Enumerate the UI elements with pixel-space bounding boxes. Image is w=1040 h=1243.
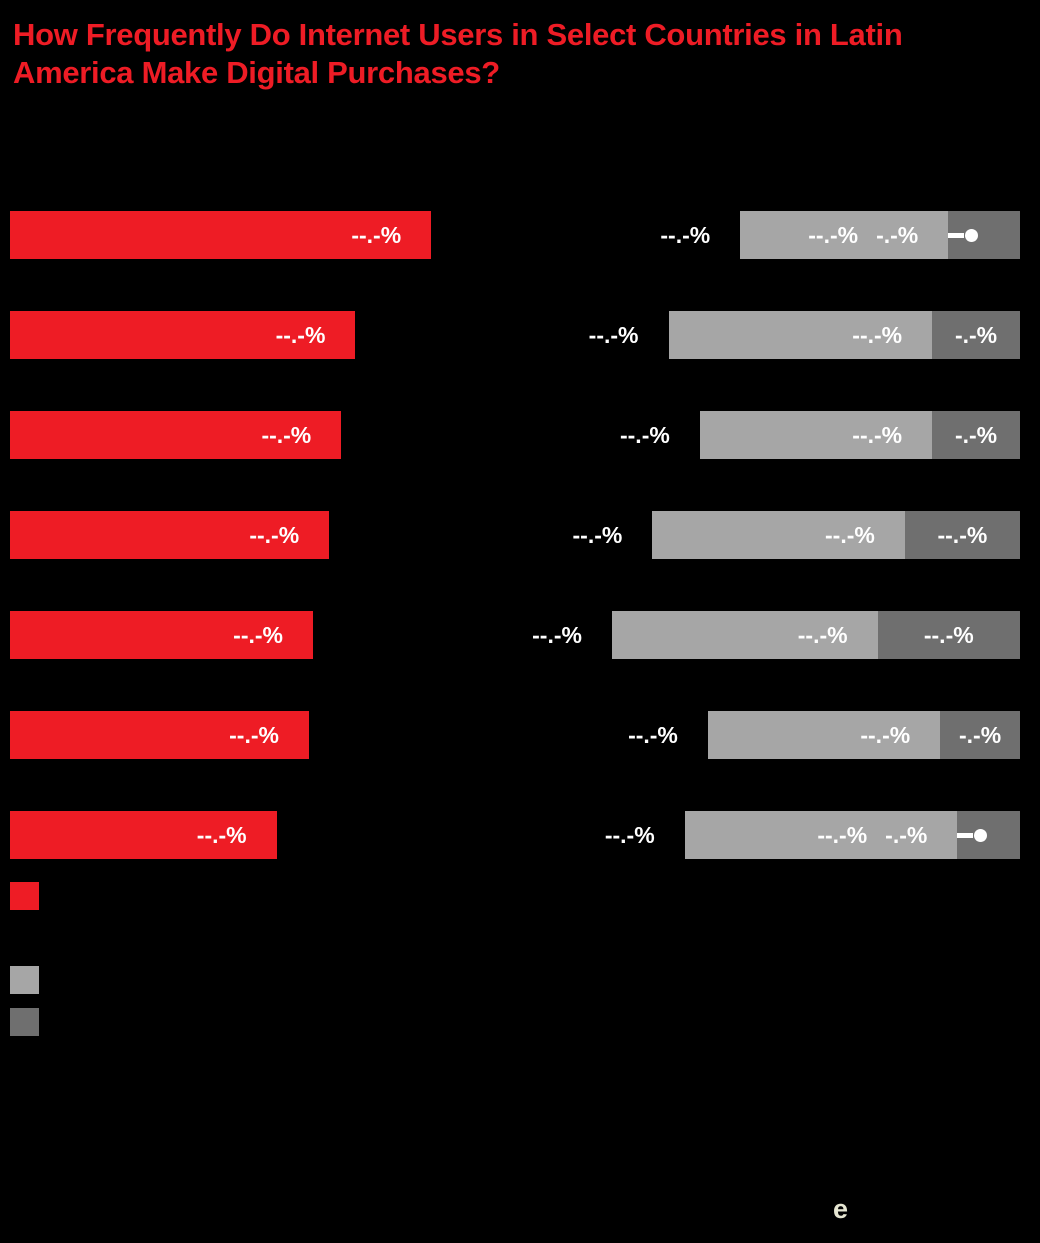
legend-swatch-red	[10, 882, 39, 910]
bar-segment-dark: --.-%	[877, 611, 1020, 659]
value-label: -.-%	[876, 221, 919, 248]
value-label: --.-%	[619, 421, 670, 448]
value-label: --.-%	[808, 221, 859, 248]
value-label: --.-%	[825, 521, 875, 548]
value-label: --.-%	[196, 821, 247, 848]
bar-segment-light: --.-%	[707, 711, 941, 759]
value-label: --.-%	[937, 521, 988, 548]
chart-row: --.-% --.-% --.-% -.-%	[10, 211, 1020, 259]
value-label: -.-%	[958, 721, 1002, 748]
marker-leader-line	[957, 832, 974, 838]
bar-segment-black: --.-%	[431, 211, 740, 259]
bar-segment-light: --.-%	[699, 411, 933, 459]
bar-segment-black: --.-%	[341, 411, 700, 459]
value-label: --.-%	[852, 321, 903, 348]
value-label: -.-%	[954, 421, 998, 448]
bar-segment-dark: -.-%	[932, 311, 1020, 359]
bar-segment-light: --.-% -.-%	[684, 811, 958, 859]
chart-row: --.-% --.-% --.-% -.-%	[10, 711, 1020, 759]
value-label: --.-%	[351, 221, 402, 248]
bar-segment-red: --.-%	[10, 811, 277, 859]
chart-row: --.-% --.-% --.-% -.-%	[10, 811, 1020, 859]
chart-title: How Frequently Do Internet Users in Sele…	[13, 17, 903, 91]
bar-segment-light: --.-%	[652, 511, 905, 559]
bar-segment-light: --.-% -.-%	[740, 211, 949, 259]
bar-segment-dark	[948, 211, 1020, 259]
value-label: --.-%	[660, 221, 711, 248]
marker-dot	[965, 228, 979, 242]
bar-segment-red: --.-%	[10, 711, 309, 759]
bar-segment-black: --.-%	[277, 811, 685, 859]
value-label: --.-%	[275, 321, 326, 348]
value-label: --.-%	[817, 821, 868, 848]
bar-segment-red: --.-%	[10, 511, 330, 559]
value-label: --.-%	[572, 521, 623, 548]
bar-segment-light: --.-%	[611, 611, 878, 659]
chart-row: --.-% --.-% --.-% -.-%	[10, 311, 1020, 359]
value-label: --.-%	[604, 821, 655, 848]
value-label: --.-%	[852, 421, 903, 448]
chart-row: --.-% --.-% --.-% --.-%	[10, 511, 1020, 559]
marker-dot	[974, 828, 988, 842]
value-label: --.-%	[229, 721, 279, 748]
value-label: --.-%	[923, 621, 974, 648]
chart-row: --.-% --.-% --.-% --.-%	[10, 611, 1020, 659]
bar-segment-dark: -.-%	[940, 711, 1020, 759]
value-label: --.-%	[860, 721, 911, 748]
bar-segment-dark: -.-%	[932, 411, 1020, 459]
bar-segment-black: --.-%	[329, 511, 652, 559]
value-label: --.-%	[249, 521, 300, 548]
bar-segment-dark: --.-%	[904, 511, 1020, 559]
value-label: --.-%	[532, 621, 582, 648]
legend-swatch-light-gray	[10, 966, 39, 994]
legend-swatch-dark-gray	[10, 1008, 39, 1036]
bar-segment-black: --.-%	[355, 311, 668, 359]
bar-segment-red: --.-%	[10, 411, 342, 459]
value-label: --.-%	[233, 621, 283, 648]
value-label: --.-%	[628, 721, 678, 748]
chart-row: --.-% --.-% --.-% -.-%	[10, 411, 1020, 459]
value-label: -.-%	[954, 321, 998, 348]
value-label: --.-%	[588, 321, 639, 348]
bar-segment-black: --.-%	[313, 611, 612, 659]
bar-segment-red: --.-%	[10, 211, 432, 259]
bar-segment-red: --.-%	[10, 611, 313, 659]
value-label: --.-%	[261, 421, 312, 448]
bar-segment-dark	[957, 811, 1020, 859]
marker-leader-line	[948, 232, 965, 238]
bar-segment-red: --.-%	[10, 311, 356, 359]
value-label: --.-%	[797, 621, 848, 648]
bar-segment-light: --.-%	[668, 311, 933, 359]
value-label: -.-%	[885, 821, 928, 848]
bar-segment-black: --.-%	[309, 711, 708, 759]
emarketer-logo-e: e	[833, 1194, 849, 1224]
bar-chart: --.-% --.-% --.-% -.-% --.-% --.-% --.-% -.-% --…	[10, 211, 1020, 911]
